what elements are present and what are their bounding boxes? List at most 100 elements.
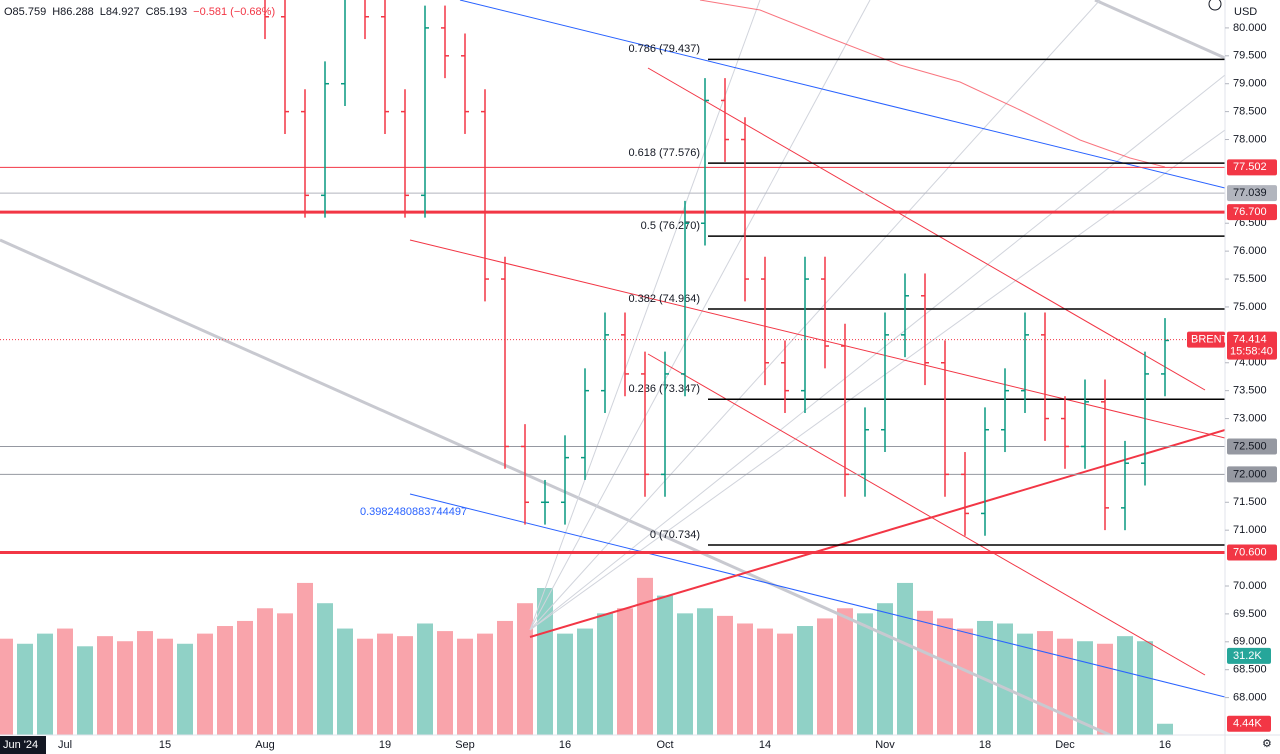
settings-icon[interactable]: [1208, 0, 1222, 11]
trend-line: [1094, 0, 1225, 60]
y-tick-label: 78.500: [1233, 106, 1267, 118]
volume-tag-label: 4.44K: [1233, 718, 1262, 730]
y-tick-label: 69.000: [1233, 636, 1267, 648]
trend-line: [529, 429, 1225, 638]
level-tag: [1227, 544, 1277, 561]
volume-bar: [1157, 723, 1173, 735]
y-tick-label: 79.000: [1233, 78, 1267, 90]
x-tick-label: Sep: [455, 739, 475, 751]
volume-bar: [117, 641, 133, 735]
countdown: 15:58:40: [1230, 346, 1273, 358]
volume-bar: [77, 646, 93, 735]
volume-bar: [257, 608, 273, 735]
x-tick-label: Jul: [58, 739, 72, 751]
trend-line: [647, 353, 1206, 676]
x-tick-label: 18: [979, 739, 991, 751]
settings-gear[interactable]: ⚙: [1262, 738, 1272, 750]
volume-bar: [857, 613, 873, 735]
trend-line: [409, 493, 1225, 698]
volume-bar: [897, 582, 913, 735]
volume-tag: [1227, 715, 1271, 732]
volume-bar: [877, 603, 893, 735]
volume-bar: [1137, 641, 1153, 735]
fib-label: 0.786 (79.437): [628, 43, 700, 55]
fib-label: 0.618 (77.576): [628, 147, 700, 159]
level-tag: [1227, 185, 1277, 202]
volume-bar: [57, 628, 73, 735]
y-tick-label: 68.500: [1233, 664, 1267, 676]
fan-line: [529, 0, 761, 631]
volume-bar: [717, 615, 733, 735]
volume-bar: [1117, 636, 1133, 735]
volume-tag-label: 31.2K: [1233, 650, 1262, 662]
volume-bar: [277, 613, 293, 735]
volume-bar: [677, 613, 693, 735]
volume-bar: [437, 631, 453, 735]
volume-bar: [957, 628, 973, 735]
x-tick-label: 16: [1159, 739, 1171, 751]
volume-bar: [937, 618, 953, 735]
x-label-box: [0, 736, 46, 754]
volume-bar: [97, 636, 113, 735]
header-value: H86.288: [52, 6, 94, 18]
volume-tag: [1227, 647, 1271, 664]
level-label: 76.700: [1233, 206, 1267, 218]
y-tick-label: 80.000: [1233, 22, 1267, 34]
trend-line: [0, 238, 1111, 735]
volume-bar: [0, 638, 13, 735]
level-label: 77.502: [1233, 161, 1267, 173]
price-pane: 0.786 (79.437) 0.618 (77.576) 0.5 (76.270)…: [0, 0, 1225, 555]
header-value: −0.581 (−0.68%): [193, 6, 275, 18]
volume-bar: [617, 608, 633, 735]
header-value: C85.193: [146, 6, 188, 18]
symbol-tag: [1187, 331, 1225, 348]
volume-bar: [217, 626, 233, 735]
volume-bar: [237, 620, 253, 735]
fib-label: 0.382 (74.964): [628, 293, 700, 305]
level-label: 72.500: [1233, 440, 1267, 452]
volume-bar: [177, 643, 193, 735]
volume-bar: [1037, 631, 1053, 735]
y-tick-label: 75.500: [1233, 273, 1267, 285]
y-tick-label: 70.000: [1233, 580, 1267, 592]
x-tick-label: Nov: [875, 739, 895, 751]
volume-bar: [837, 608, 853, 735]
fib-label: 0.5 (76.270): [641, 220, 700, 232]
volume-bar: [797, 626, 813, 735]
y-tick-label: 69.500: [1233, 608, 1267, 620]
y-tick-label: 73.000: [1233, 412, 1267, 424]
x-tick-label: Aug: [255, 739, 275, 751]
volume-bar: [1057, 638, 1073, 735]
x-tick-label: 14: [759, 739, 771, 751]
level-label: 77.039: [1233, 187, 1267, 199]
x-tick-label: 16: [559, 739, 571, 751]
level-tag: [1227, 466, 1277, 483]
level-tag: [1227, 438, 1277, 455]
y-tick-label: 78.000: [1233, 133, 1267, 145]
volume-bar: [317, 603, 333, 735]
fan-line: [529, 0, 1101, 631]
trend-line: [459, 0, 1225, 189]
header-value: L84.927: [100, 6, 140, 18]
volume-bar: [337, 628, 353, 735]
volume-bar: [557, 633, 573, 735]
volume-bar: [997, 623, 1013, 735]
volume-bar: [297, 582, 313, 735]
y-tick-label: 68.000: [1233, 692, 1267, 704]
fan-line: [529, 0, 871, 631]
y-tick-label: 76.000: [1233, 245, 1267, 257]
volume-bar: [137, 631, 153, 735]
volume-bar: [17, 643, 33, 735]
volume-bar: [457, 638, 473, 735]
volume-bar: [597, 613, 613, 735]
x-tick-label: 19: [379, 739, 391, 751]
x-tick-label: Oct: [656, 739, 673, 751]
volume-bar: [477, 633, 493, 735]
ohlc-header: O85.759 H86.288 L84.927 C85.193 −0.581 (−0.6…: [4, 6, 275, 18]
fib-label: 0.236 (73.347): [628, 383, 700, 395]
drawings: [0, 0, 1225, 735]
volume-bar: [517, 603, 533, 735]
volume-bar: [757, 628, 773, 735]
x-tick-label: Jun '24: [3, 739, 38, 751]
